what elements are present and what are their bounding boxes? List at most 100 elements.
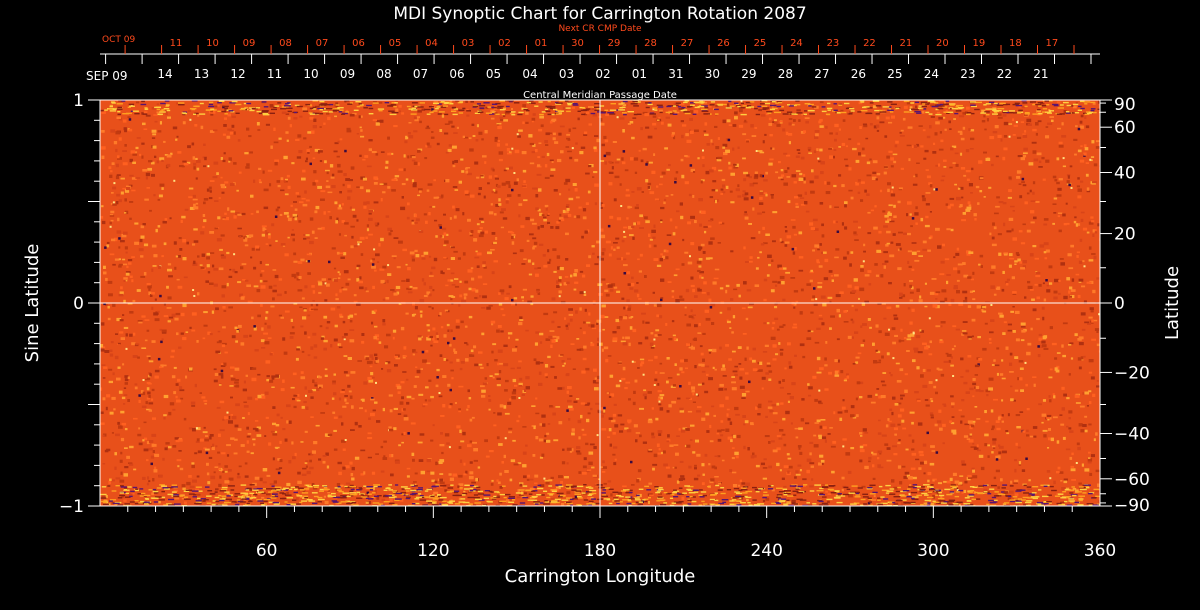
texture-speck (439, 473, 444, 475)
texture-speck (285, 113, 290, 115)
texture-speck (273, 127, 276, 131)
texture-speck (879, 121, 885, 124)
texture-speck (1027, 342, 1032, 346)
texture-speck (538, 382, 543, 386)
texture-speck (354, 456, 360, 460)
texture-speck (435, 462, 439, 465)
texture-speck (533, 187, 538, 190)
texture-speck (626, 299, 630, 303)
texture-speck (289, 332, 295, 335)
texture-speck (335, 298, 339, 301)
texture-speck (612, 331, 617, 334)
texture-speck (900, 129, 904, 132)
texture-speck (961, 492, 964, 494)
texture-speck (885, 220, 889, 223)
texture-speck (463, 473, 467, 476)
texture-speck (767, 254, 772, 258)
texture-speck (583, 293, 587, 296)
texture-speck (606, 283, 610, 285)
texture-speck (433, 196, 439, 199)
texture-speck (1061, 344, 1064, 348)
texture-speck (791, 123, 795, 126)
texture-speck (286, 139, 289, 142)
texture-speck (844, 204, 847, 208)
texture-speck (283, 351, 288, 355)
texture-speck (822, 496, 827, 498)
texture-speck (609, 289, 614, 292)
texture-speck (344, 398, 347, 402)
texture-speck (547, 261, 551, 264)
texture-speck (812, 218, 818, 222)
texture-speck (640, 363, 643, 367)
texture-speck (629, 326, 633, 330)
texture-speck (129, 445, 134, 449)
texture-speck (490, 109, 495, 113)
texture-speck (984, 128, 987, 131)
texture-speck (825, 191, 831, 195)
texture-speck (408, 122, 412, 124)
texture-speck (552, 248, 557, 251)
texture-speck (387, 273, 392, 276)
texture-speck (169, 217, 172, 220)
texture-speck (226, 251, 230, 255)
texture-speck (601, 428, 607, 431)
texture-speck (762, 211, 766, 214)
texture-speck (385, 215, 390, 218)
texture-speck (950, 364, 954, 367)
texture-speck (639, 407, 644, 410)
texture-speck (116, 193, 120, 197)
texture-speck (262, 170, 265, 174)
texture-speck (406, 287, 409, 290)
texture-speck (333, 267, 337, 270)
texture-speck (285, 178, 288, 181)
texture-speck (218, 463, 221, 466)
texture-speck (264, 230, 268, 232)
texture-speck (439, 481, 445, 485)
texture-speck (449, 388, 452, 392)
texture-speck (353, 294, 357, 297)
texture-speck (614, 458, 617, 461)
texture-speck (720, 420, 724, 423)
texture-speck (764, 435, 770, 438)
texture-speck (127, 259, 133, 262)
texture-speck (1003, 147, 1008, 151)
texture-speck (593, 446, 597, 450)
texture-speck (544, 364, 549, 368)
texture-speck (466, 343, 469, 346)
texture-speck (274, 274, 279, 279)
texture-speck (711, 189, 716, 192)
texture-speck (654, 127, 657, 130)
texture-speck (660, 298, 663, 302)
texture-speck (1026, 192, 1030, 195)
texture-speck (468, 287, 472, 291)
texture-speck (778, 380, 781, 384)
texture-speck (585, 442, 589, 446)
texture-speck (1036, 152, 1042, 156)
texture-speck (721, 429, 725, 431)
texture-speck (759, 251, 762, 254)
texture-speck (648, 359, 653, 362)
texture-speck (439, 235, 443, 238)
texture-speck (115, 148, 118, 153)
texture-speck (628, 305, 632, 309)
texture-speck (935, 121, 940, 125)
texture-speck (491, 232, 496, 235)
texture-speck (1046, 470, 1051, 473)
texture-speck (212, 443, 215, 447)
texture-speck (1045, 159, 1050, 163)
texture-speck (246, 450, 250, 453)
texture-speck (739, 385, 745, 389)
texture-speck (1032, 191, 1035, 195)
texture-speck (601, 278, 606, 281)
texture-speck (231, 131, 236, 135)
texture-speck (910, 333, 915, 337)
texture-speck (471, 416, 475, 419)
texture-speck (1022, 155, 1027, 158)
texture-speck (390, 230, 393, 232)
texture-speck (990, 319, 995, 322)
texture-speck (326, 283, 330, 287)
texture-speck (979, 190, 983, 193)
texture-speck (688, 465, 692, 469)
texture-speck (669, 444, 674, 447)
texture-speck (323, 347, 327, 351)
